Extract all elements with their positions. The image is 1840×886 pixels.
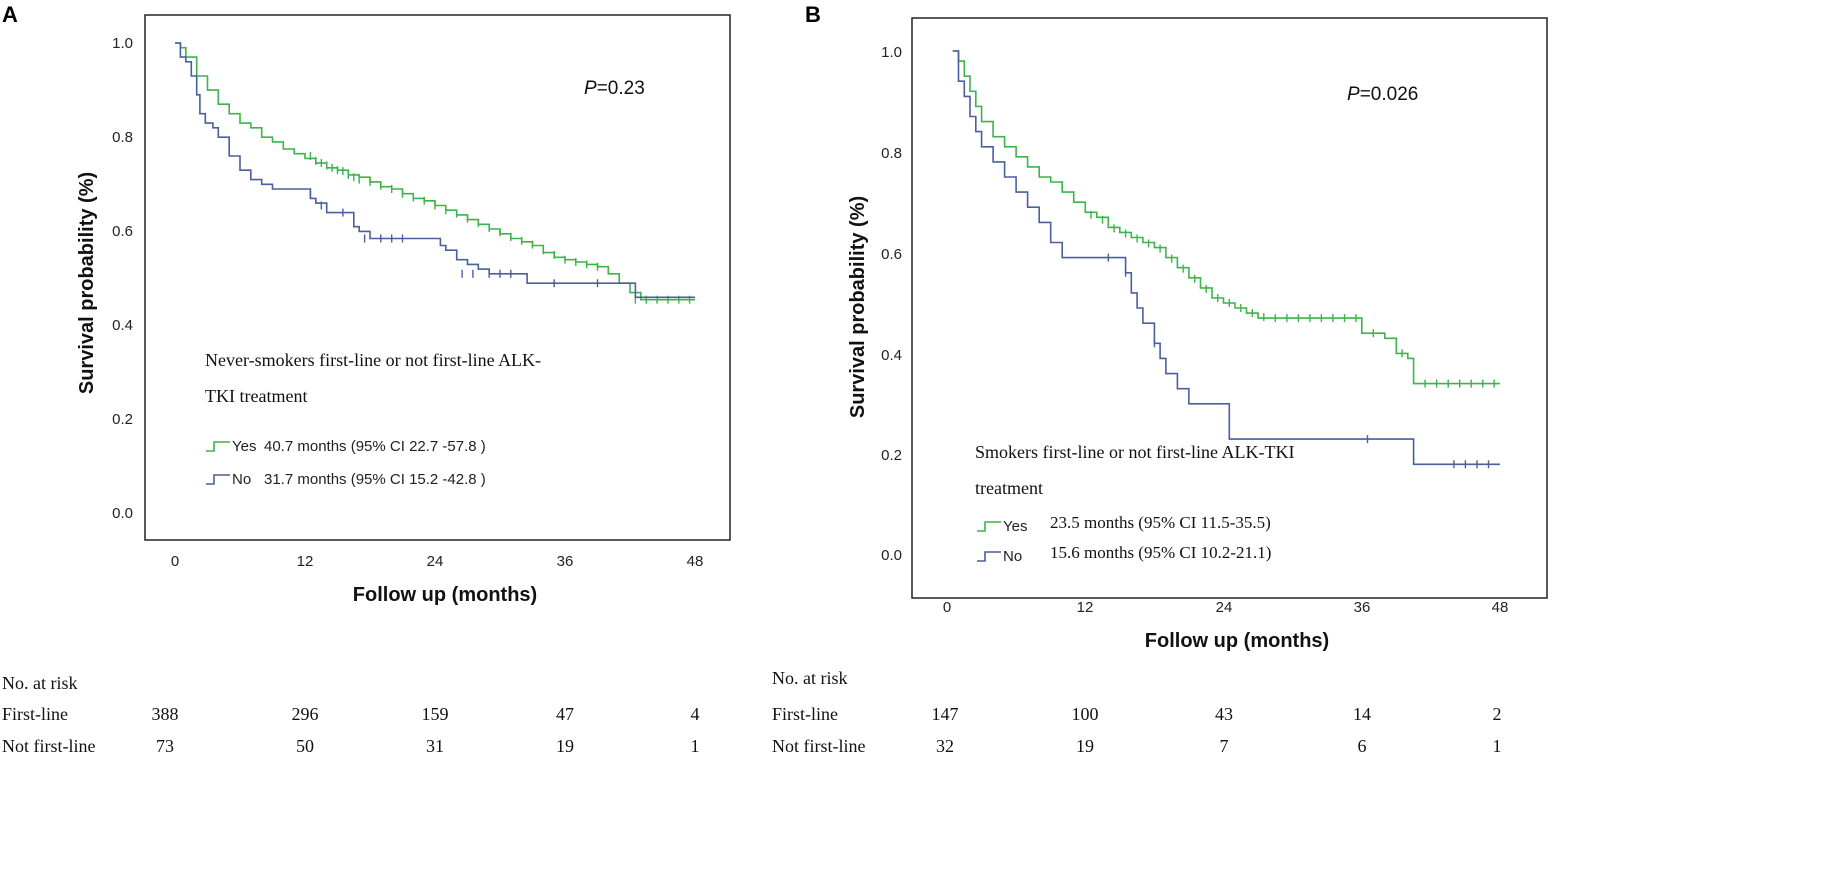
panel-b-curves — [952, 50, 1500, 469]
panel-b-risk-cell: 19 — [1076, 736, 1094, 756]
panel-a-risk-cell: 50 — [296, 736, 314, 756]
panel-a-risk-cell: 73 — [156, 736, 174, 756]
panel-b-y-tick-label: 0.0 — [881, 547, 902, 564]
panel-a-legend-swatch-yes — [206, 441, 230, 452]
panel-b-risk-row-label: First-line — [772, 704, 838, 724]
panel-a-x-tick-label: 48 — [687, 553, 704, 570]
panel-b-x-axis-title: Follow up (months) — [1145, 630, 1329, 652]
panel-a-p-number: =0.23 — [597, 78, 645, 99]
panel-b-risk-cell: 100 — [1072, 704, 1099, 724]
panel-a-x-axis: 0 12 24 36 48 — [171, 553, 704, 570]
panel-b-y-tick-label: 0.4 — [881, 347, 902, 364]
panel-a-risk-cell: 388 — [152, 704, 179, 724]
panel-b-p-value: P=0.026 — [1347, 84, 1418, 105]
panel-b: B 0.0 0.2 0.4 0.6 0.8 1.0 0 12 24 36 48 … — [772, 2, 1548, 756]
panel-b-legend-title-line-1: Smokers first-line or not first-line ALK… — [975, 442, 1294, 462]
panel-a-risk-row-label: Not first-line — [2, 736, 95, 756]
panel-b-risk-cell: 43 — [1215, 704, 1233, 724]
panel-a-plot-area — [144, 14, 731, 541]
panel-a-x-tick-label: 24 — [427, 553, 444, 570]
panel-b-y-tick-label: 1.0 — [881, 44, 902, 61]
panel-b-x-tick-label: 0 — [943, 599, 951, 616]
panel-b-legend-swatch-no — [977, 551, 1001, 562]
panel-a-y-tick-label: 0.4 — [112, 317, 133, 334]
panel-b-risk-table: No. at risk First-line 147 100 43 14 2 N… — [772, 668, 1502, 756]
panel-a-risk-cell: 1 — [691, 736, 700, 756]
panel-a-risk-cell: 296 — [292, 704, 319, 724]
panel-b-y-tick-label: 0.6 — [881, 246, 902, 263]
panel-a-legend: Never-smokers first-line or not first-li… — [205, 350, 541, 488]
panel-b-risk-cell: 14 — [1353, 704, 1371, 724]
panel-a-p-prefix: P — [584, 78, 597, 99]
panel-b-x-axis: 0 12 24 36 48 — [943, 599, 1509, 616]
panel-a-legend-swatch-no — [206, 474, 230, 485]
panel-b-risk-cell: 32 — [936, 736, 954, 756]
panel-b-plot-area — [911, 17, 1548, 599]
panel-b-legend-summary-no: 15.6 months (95% CI 10.2-21.1) — [1050, 543, 1271, 562]
panel-a-risk-row-label: First-line — [2, 704, 68, 724]
panel-a-legend-label-yes: Yes — [232, 438, 256, 455]
panel-a-x-axis-title: Follow up (months) — [353, 584, 537, 606]
panel-a-risk-cell: 4 — [691, 704, 700, 724]
panel-a-y-tick-label: 0.6 — [112, 223, 133, 240]
panel-b-legend: Smokers first-line or not first-line ALK… — [975, 442, 1294, 565]
panel-b-risk-header: No. at risk — [772, 668, 848, 688]
panel-a-x-tick-label: 0 — [171, 553, 179, 570]
panel-b-legend-swatch-yes — [977, 521, 1001, 532]
panel-b-risk-cell: 6 — [1358, 736, 1367, 756]
panel-b-p-number: =0.026 — [1360, 84, 1419, 105]
panel-a-legend-title-line-2: TKI treatment — [205, 386, 307, 406]
panel-b-x-tick-label: 36 — [1354, 599, 1371, 616]
panel-a-y-axis-title: Survival probability (%) — [76, 172, 98, 394]
panel-b-risk-cell: 147 — [932, 704, 959, 724]
panel-b-legend-title-line-2: treatment — [975, 478, 1043, 498]
panel-b-p-prefix: P — [1347, 84, 1360, 105]
panel-a-risk-header: No. at risk — [2, 673, 78, 693]
panel-a-y-tick-label: 0.0 — [112, 505, 133, 522]
panel-a-y-tick-label: 0.2 — [112, 411, 133, 428]
panel-b-y-axis: 0.0 0.2 0.4 0.6 0.8 1.0 — [881, 44, 902, 564]
panel-a-survival-curve-no — [175, 42, 695, 299]
panel-a-x-tick-label: 12 — [297, 553, 314, 570]
panel-b-risk-cell: 1 — [1493, 736, 1502, 756]
panel-a-risk-cell: 19 — [556, 736, 574, 756]
panel-b-risk-cell: 7 — [1220, 736, 1229, 756]
panel-a-x-tick-label: 36 — [557, 553, 574, 570]
panel-b-legend-label-yes: Yes — [1003, 518, 1027, 535]
panel-a-p-value: P=0.23 — [584, 78, 645, 99]
panel-a-legend-summary-yes: 40.7 months (95% CI 22.7 -57.8 ) — [264, 438, 486, 455]
panel-a: A 0.0 0.2 0.4 0.6 0.8 1.0 0 12 24 36 48 … — [2, 2, 731, 756]
panel-a-risk-cell: 159 — [422, 704, 449, 724]
panel-b-x-tick-label: 24 — [1216, 599, 1233, 616]
panel-a-legend-label-no: No — [232, 471, 251, 488]
panel-b-legend-summary-yes: 23.5 months (95% CI 11.5-35.5) — [1050, 513, 1271, 532]
panel-a-y-tick-label: 1.0 — [112, 35, 133, 52]
panel-a-risk-cell: 31 — [426, 736, 444, 756]
panel-b-label: B — [805, 2, 821, 27]
panel-a-legend-title-line-1: Never-smokers first-line or not first-li… — [205, 350, 541, 370]
panel-b-y-tick-label: 0.8 — [881, 145, 902, 162]
panel-b-survival-curve-no — [952, 50, 1500, 466]
panel-a-y-axis: 0.0 0.2 0.4 0.6 0.8 1.0 — [112, 35, 133, 522]
panel-b-risk-cell: 2 — [1493, 704, 1502, 724]
panel-a-label: A — [2, 2, 18, 27]
panel-a-risk-table: No. at risk First-line 388 296 159 47 4 … — [2, 673, 700, 756]
panel-b-x-tick-label: 12 — [1077, 599, 1094, 616]
panel-a-survival-curve-yes — [175, 42, 695, 301]
panel-b-risk-row-label: Not first-line — [772, 736, 865, 756]
panel-a-risk-cell: 47 — [556, 704, 574, 724]
panel-a-y-tick-label: 0.8 — [112, 129, 133, 146]
panel-b-y-tick-label: 0.2 — [881, 447, 902, 464]
panel-b-y-axis-title: Survival probability (%) — [847, 196, 869, 418]
panel-b-x-tick-label: 48 — [1492, 599, 1509, 616]
panel-a-curves — [175, 42, 695, 304]
panel-a-legend-summary-no: 31.7 months (95% CI 15.2 -42.8 ) — [264, 471, 486, 488]
panel-b-legend-label-no: No — [1003, 548, 1022, 565]
